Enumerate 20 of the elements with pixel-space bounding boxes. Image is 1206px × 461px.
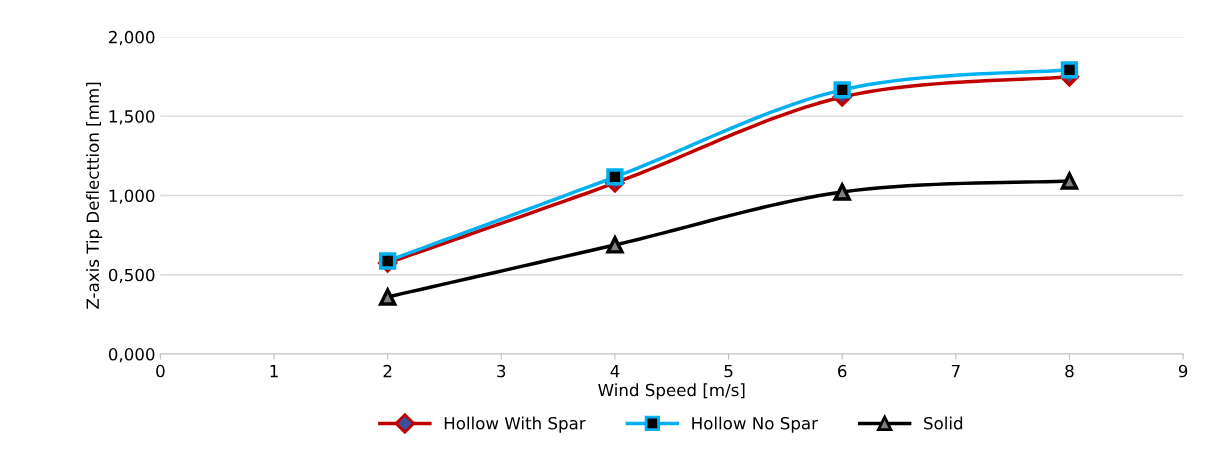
y-axis-title: Z-axis Tip Deflecttion [mm] — [86, 82, 103, 309]
x-axis-title: Wind Speed [m/s] — [598, 383, 745, 400]
legend-label: Hollow With Spar — [444, 416, 586, 433]
x-tick-label: 1 — [270, 364, 278, 378]
y-tick-label: 2,000 — [109, 30, 155, 46]
x-tick-label: 6 — [838, 364, 847, 378]
legend-label: Hollow No Spar — [692, 416, 818, 433]
x-tick-label: 3 — [497, 364, 506, 378]
x-tick-label: 4 — [610, 364, 620, 378]
x-tick-label: 2 — [383, 364, 392, 378]
y-tick-label: 0,000 — [108, 348, 155, 363]
x-tick-label: 5 — [724, 364, 733, 378]
y-tick-label: 0,500 — [108, 268, 155, 284]
y-tick-label: 1,000 — [109, 189, 155, 204]
x-tick-label: 8 — [1065, 364, 1074, 378]
y-tick-label: 1,500 — [109, 110, 155, 125]
x-tick-label: 7 — [951, 364, 960, 378]
legend-label: Solid — [924, 416, 963, 430]
x-tick-label: 0 — [156, 364, 165, 378]
x-tick-label: 9 — [1178, 364, 1188, 378]
